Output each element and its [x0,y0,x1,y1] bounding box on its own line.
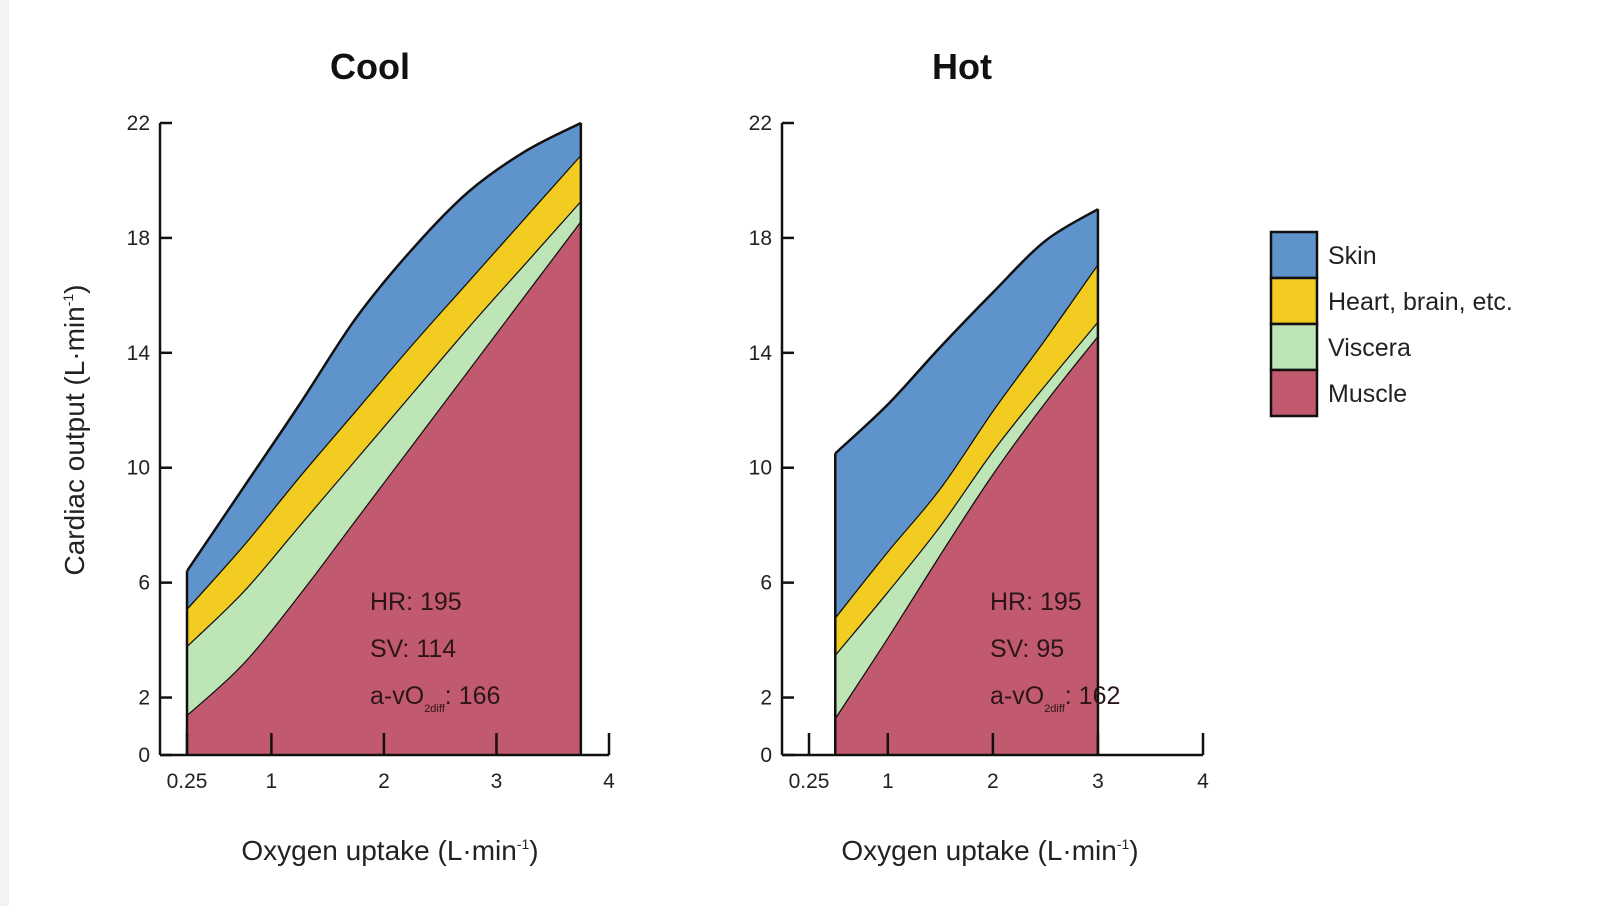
area-viscera [187,200,581,715]
x-tick-label: 1 [266,770,278,793]
area-heart-brain-etc [187,154,581,646]
x-tick-label: 4 [603,770,615,793]
x-tick-label: 1 [882,770,894,793]
x-tick-label: 0.25 [789,770,830,793]
y-tick-label: 18 [749,227,772,250]
y-tick-label: 0 [760,744,772,767]
y-tick-label: 22 [127,112,150,135]
y-tick-label: 6 [138,572,150,595]
legend-swatch-viscera [1269,322,1319,372]
y-tick-label: 0 [138,744,150,767]
legend: Skin Heart, brain, etc. Viscera Muscle [1269,230,1513,418]
annotation-sv: SV: 95 [990,635,1064,663]
area-viscera [835,321,1098,718]
annotation-sv: SV: 114 [370,635,456,663]
chart-cool: Cool 0 2 6 10 14 18 22 0.25 1 2 3 4 Oxygen uptake (… [127,46,616,866]
chart-hot: Hot 0 2 6 10 14 18 22 0.25 1 2 3 4 Oxygen uptake (L… [749,46,1210,866]
annotation-avo2: a-vO2diff: 166 [370,682,500,715]
y-tick-label: 22 [749,112,772,135]
area-muscle [835,335,1098,755]
x-axis-label: Oxygen uptake (L·min-1) [241,835,538,866]
y-axis-label: Cardiac output (L·min-1) [59,284,90,575]
annotation-avo2: a-vO2diff: 162 [990,682,1120,715]
x-tick-label: 0.25 [167,770,208,793]
y-tick-label: 2 [138,687,150,710]
chart-title: Cool [330,46,410,87]
boundary-line-skin [185,121,582,572]
y-tick-label: 2 [760,687,772,710]
y-tick-label: 14 [127,342,151,365]
area-skin [835,209,1098,618]
y-tick-label: 10 [749,457,772,480]
legend-label-skin: Skin [1328,242,1377,270]
area-muscle [187,220,581,755]
area-skin [187,123,581,609]
legend-label-heart-brain-etc: Heart, brain, etc. [1328,288,1513,316]
legend-swatch-skin [1269,230,1319,280]
x-tick-label: 3 [1092,770,1104,793]
x-tick-label: 2 [378,770,390,793]
legend-label-viscera: Viscera [1328,334,1411,362]
y-tick-label: 6 [760,572,772,595]
annotation-hr: HR: 195 [370,588,462,616]
legend-label-muscle: Muscle [1328,380,1407,408]
area-heart-brain-etc [835,263,1098,655]
x-tick-label: 4 [1197,770,1209,793]
left-edge-strip [0,0,9,906]
annotation-hr: HR: 195 [990,588,1082,616]
y-tick-label: 10 [127,457,150,480]
x-tick-label: 2 [987,770,999,793]
boundary-line-skin [834,208,1099,455]
y-tick-label: 14 [749,342,773,365]
x-tick-label: 3 [491,770,503,793]
x-axis-label: Oxygen uptake (L·min-1) [841,835,1138,866]
legend-swatch-heart-brain-etc [1269,276,1319,326]
legend-swatch-muscle [1269,368,1319,418]
chart-title: Hot [932,46,992,87]
y-tick-label: 18 [127,227,150,250]
